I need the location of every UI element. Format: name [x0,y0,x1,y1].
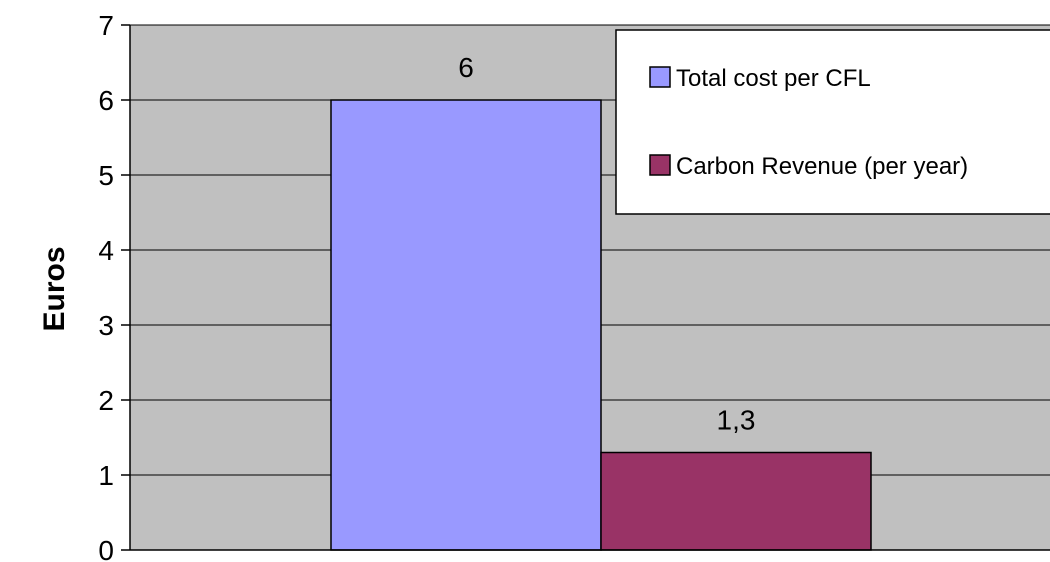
y-axis: 0 1 2 3 4 5 6 7 [98,10,1050,562]
data-labels: 61,3 [458,52,755,436]
y-tick-label: 5 [98,160,114,191]
y-tick-label: 6 [98,85,114,116]
y-axis-title: Euros [38,246,71,331]
data-label-1: 6 [458,52,474,83]
y-tick-label: 2 [98,385,114,416]
y-tick-label: 0 [98,535,114,562]
y-tick-label: 7 [98,10,114,41]
legend-label-1: Total cost per CFL [676,65,871,92]
bars [330,99,872,551]
legend-box [615,29,1050,215]
y-tick-label: 1 [98,460,114,491]
bar-2 [600,451,872,551]
legend: Total cost per CFL Carbon Revenue (per ye… [615,29,1050,215]
data-label-2: 1,3 [717,405,756,436]
y-tick-label: 3 [98,310,114,341]
y-tick-label: 4 [98,235,114,266]
bar-1 [330,99,602,551]
legend-swatch-2 [649,154,671,176]
legend-swatch-1 [649,66,671,88]
legend-label-2: Carbon Revenue (per year) [676,153,968,180]
